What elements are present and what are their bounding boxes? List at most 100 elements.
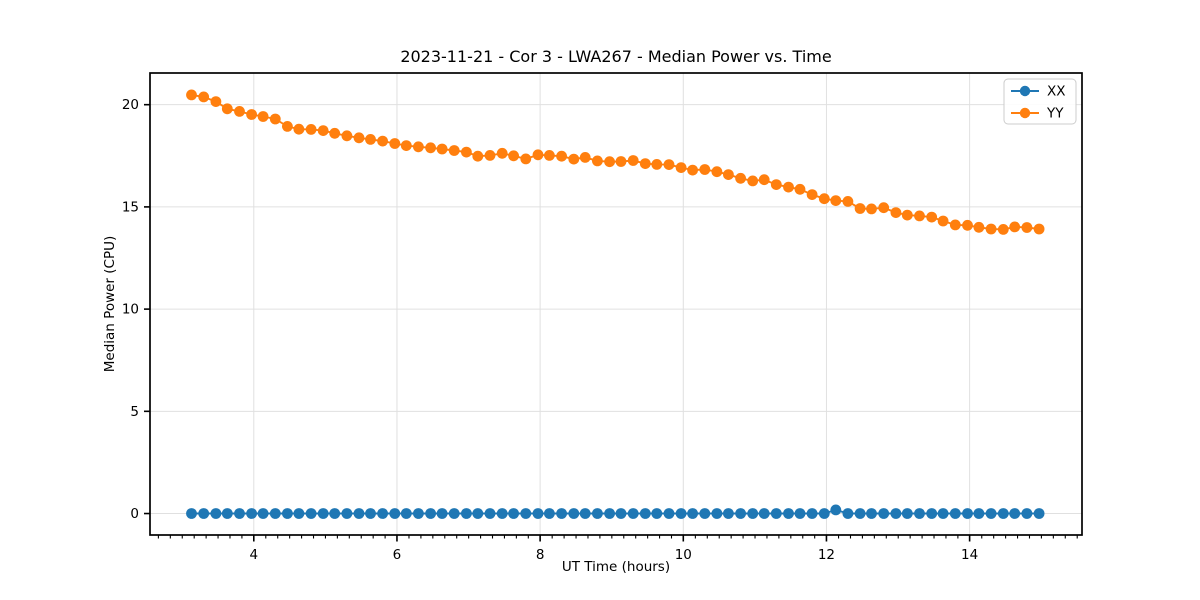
data-point: [985, 508, 997, 519]
data-point: [436, 508, 448, 519]
data-point: [210, 508, 222, 519]
data-point: [604, 156, 615, 168]
data-point: [962, 508, 973, 519]
data-point: [794, 183, 806, 195]
data-point: [568, 153, 580, 165]
data-point: [627, 155, 639, 166]
data-point: [341, 508, 353, 519]
data-point: [329, 508, 341, 519]
x-axis-label: UT Time (hours): [562, 559, 670, 575]
data-point: [425, 508, 436, 519]
data-point: [747, 508, 759, 519]
data-point: [389, 508, 401, 519]
data-point: [425, 142, 436, 154]
data-point: [615, 156, 627, 167]
data-point: [257, 111, 269, 122]
data-point: [234, 106, 245, 117]
data-point: [747, 175, 759, 187]
legend-marker-XX: [1019, 85, 1031, 97]
data-point: [282, 508, 293, 519]
data-point: [914, 508, 925, 519]
data-point: [615, 508, 627, 519]
data-point: [365, 134, 376, 145]
data-point: [890, 207, 902, 219]
data-point: [436, 143, 448, 155]
data-point: [854, 508, 866, 519]
series-XX: [186, 504, 1045, 519]
x-tick-label: 12: [818, 547, 835, 563]
data-point: [377, 135, 388, 147]
data-point: [663, 159, 675, 171]
data-point: [389, 138, 401, 149]
data-point: [413, 508, 424, 519]
series-line-YY: [191, 93, 1040, 231]
data-point: [508, 150, 519, 162]
data-point: [246, 109, 257, 120]
data-point: [639, 508, 651, 519]
data-point: [221, 103, 233, 115]
data-point: [329, 127, 341, 139]
data-point: [186, 89, 197, 101]
data-point: [198, 91, 210, 103]
data-point: [926, 508, 938, 519]
data-point: [400, 508, 412, 519]
data-point: [400, 140, 412, 152]
legend: XX YY: [1003, 78, 1077, 125]
x-tick-label: 14: [961, 547, 978, 563]
data-point: [353, 132, 365, 144]
data-point: [317, 508, 329, 519]
data-point: [878, 508, 890, 519]
data-point: [1009, 221, 1021, 233]
data-point: [210, 96, 222, 107]
data-point: [413, 141, 424, 153]
data-point: [997, 508, 1009, 519]
y-axis-label: Median Power (CPU): [102, 236, 118, 372]
legend-label-XX: XX: [1047, 84, 1066, 100]
data-point: [770, 508, 782, 519]
data-point: [568, 508, 580, 519]
data-point: [973, 221, 985, 233]
x-tick-label: 10: [675, 547, 692, 563]
data-point: [687, 164, 698, 176]
data-point: [711, 166, 723, 178]
data-point: [675, 162, 687, 174]
data-point: [282, 121, 293, 132]
data-point: [293, 508, 305, 519]
y-tick-label: 10: [122, 302, 139, 318]
data-point: [257, 508, 269, 519]
data-point: [783, 508, 794, 519]
data-point: [949, 508, 961, 519]
data-point: [687, 508, 698, 519]
data-point: [365, 508, 376, 519]
y-tick-label: 0: [130, 506, 139, 522]
data-point: [639, 158, 651, 170]
data-point: [901, 209, 913, 221]
data-point: [842, 196, 854, 207]
data-point: [221, 508, 233, 519]
data-point: [592, 508, 603, 519]
data-point: [651, 508, 663, 519]
data-point: [520, 153, 532, 165]
data-point: [937, 508, 949, 519]
data-point: [1033, 223, 1045, 235]
data-point: [830, 195, 842, 207]
data-point: [269, 508, 281, 519]
data-point: [448, 145, 460, 156]
data-point: [341, 130, 353, 142]
data-point: [1021, 508, 1033, 519]
data-point: [770, 179, 782, 191]
data-point: [532, 149, 544, 161]
data-point: [699, 164, 711, 175]
data-point: [461, 508, 472, 519]
data-point: [723, 508, 734, 519]
data-point: [556, 150, 567, 162]
data-point: [783, 181, 794, 193]
data-point: [699, 508, 711, 519]
data-point: [484, 150, 496, 161]
data-point: [448, 508, 460, 519]
data-point: [735, 508, 746, 519]
x-tick-label: 4: [249, 547, 258, 563]
data-point: [496, 508, 508, 519]
